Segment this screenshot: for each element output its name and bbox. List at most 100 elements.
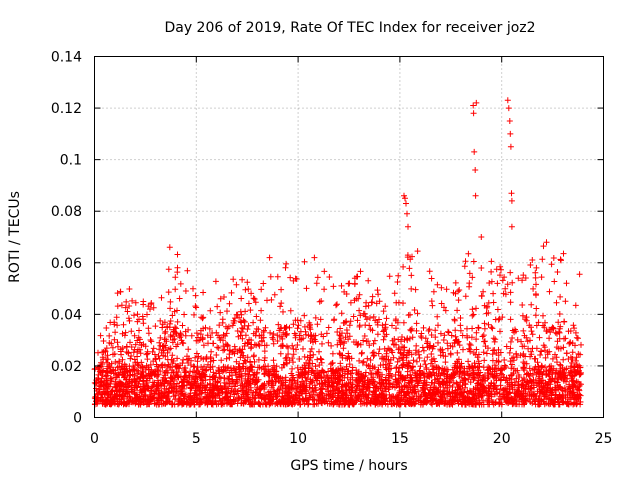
data-point xyxy=(571,364,578,371)
data-point xyxy=(109,387,116,394)
data-point xyxy=(255,356,262,363)
data-point xyxy=(507,130,514,137)
data-point xyxy=(212,374,219,381)
data-point xyxy=(179,339,186,346)
data-point xyxy=(572,329,579,336)
data-point xyxy=(282,264,289,271)
data-point xyxy=(449,375,455,382)
data-point xyxy=(476,372,483,379)
data-point xyxy=(509,335,516,341)
data-point xyxy=(286,400,293,407)
data-point xyxy=(164,356,171,363)
data-point xyxy=(334,380,341,387)
data-point xyxy=(526,395,533,402)
data-point xyxy=(494,389,501,396)
data-point xyxy=(244,279,251,286)
data-point xyxy=(507,316,514,323)
data-point xyxy=(337,325,344,332)
data-point xyxy=(286,324,293,331)
data-point xyxy=(180,376,187,383)
data-point xyxy=(468,334,475,341)
data-point xyxy=(301,362,308,369)
data-point xyxy=(174,251,181,258)
data-point xyxy=(486,280,493,286)
data-point xyxy=(452,393,459,399)
data-point xyxy=(174,341,181,348)
data-point xyxy=(533,366,540,373)
data-point xyxy=(336,371,343,378)
data-point xyxy=(337,377,344,384)
data-point xyxy=(520,395,527,402)
data-point xyxy=(383,347,390,354)
data-point xyxy=(208,386,214,393)
data-point xyxy=(134,376,141,383)
data-point xyxy=(565,328,572,335)
data-point xyxy=(480,332,487,339)
data-point xyxy=(572,383,579,390)
data-point xyxy=(470,258,477,265)
data-point xyxy=(563,350,570,357)
data-point xyxy=(119,356,126,363)
data-point xyxy=(423,382,430,389)
data-point xyxy=(520,327,527,334)
data-point xyxy=(469,325,476,332)
data-point xyxy=(140,298,147,305)
data-point xyxy=(553,299,560,306)
data-point xyxy=(473,329,480,336)
data-point xyxy=(247,384,254,391)
data-point xyxy=(533,264,540,271)
data-point xyxy=(421,357,428,364)
data-point xyxy=(394,319,401,326)
data-point xyxy=(371,378,378,385)
data-point xyxy=(292,317,299,324)
data-point xyxy=(104,356,111,363)
data-point xyxy=(402,195,408,202)
data-point xyxy=(161,383,168,389)
data-point xyxy=(336,332,343,339)
y-tick-label: 0 xyxy=(73,411,82,427)
data-point xyxy=(408,365,414,371)
data-point xyxy=(475,324,482,331)
data-point xyxy=(271,291,278,298)
data-point xyxy=(414,248,421,255)
data-point xyxy=(452,279,459,286)
data-point xyxy=(430,288,437,295)
data-point xyxy=(287,274,294,281)
data-point xyxy=(360,358,367,365)
data-point xyxy=(170,393,177,400)
data-point xyxy=(297,366,304,373)
data-point xyxy=(295,392,302,399)
data-point xyxy=(371,337,378,344)
data-point xyxy=(158,349,165,356)
data-point xyxy=(426,268,433,275)
data-point xyxy=(483,350,490,357)
data-point xyxy=(238,325,245,331)
data-point xyxy=(504,97,511,104)
data-point xyxy=(209,330,216,336)
data-point xyxy=(247,359,254,366)
data-point xyxy=(172,324,178,331)
data-point xyxy=(523,334,530,341)
data-point xyxy=(472,192,479,199)
data-point xyxy=(442,382,449,389)
data-point xyxy=(169,367,176,374)
data-point xyxy=(113,393,120,400)
y-axis-label: ROTI / TECUs xyxy=(7,191,23,283)
plot-frame xyxy=(94,56,604,418)
data-point xyxy=(150,358,157,365)
data-point xyxy=(353,397,359,404)
data-point xyxy=(311,382,318,389)
data-point xyxy=(107,397,114,404)
data-point xyxy=(417,333,424,340)
data-point xyxy=(524,392,531,399)
data-point xyxy=(462,380,468,387)
data-point xyxy=(261,381,268,387)
data-point xyxy=(552,369,559,376)
data-point xyxy=(483,304,490,311)
data-point xyxy=(473,305,479,312)
data-point xyxy=(551,378,558,385)
data-point xyxy=(230,276,237,283)
data-point xyxy=(491,338,498,345)
data-point xyxy=(366,388,373,395)
